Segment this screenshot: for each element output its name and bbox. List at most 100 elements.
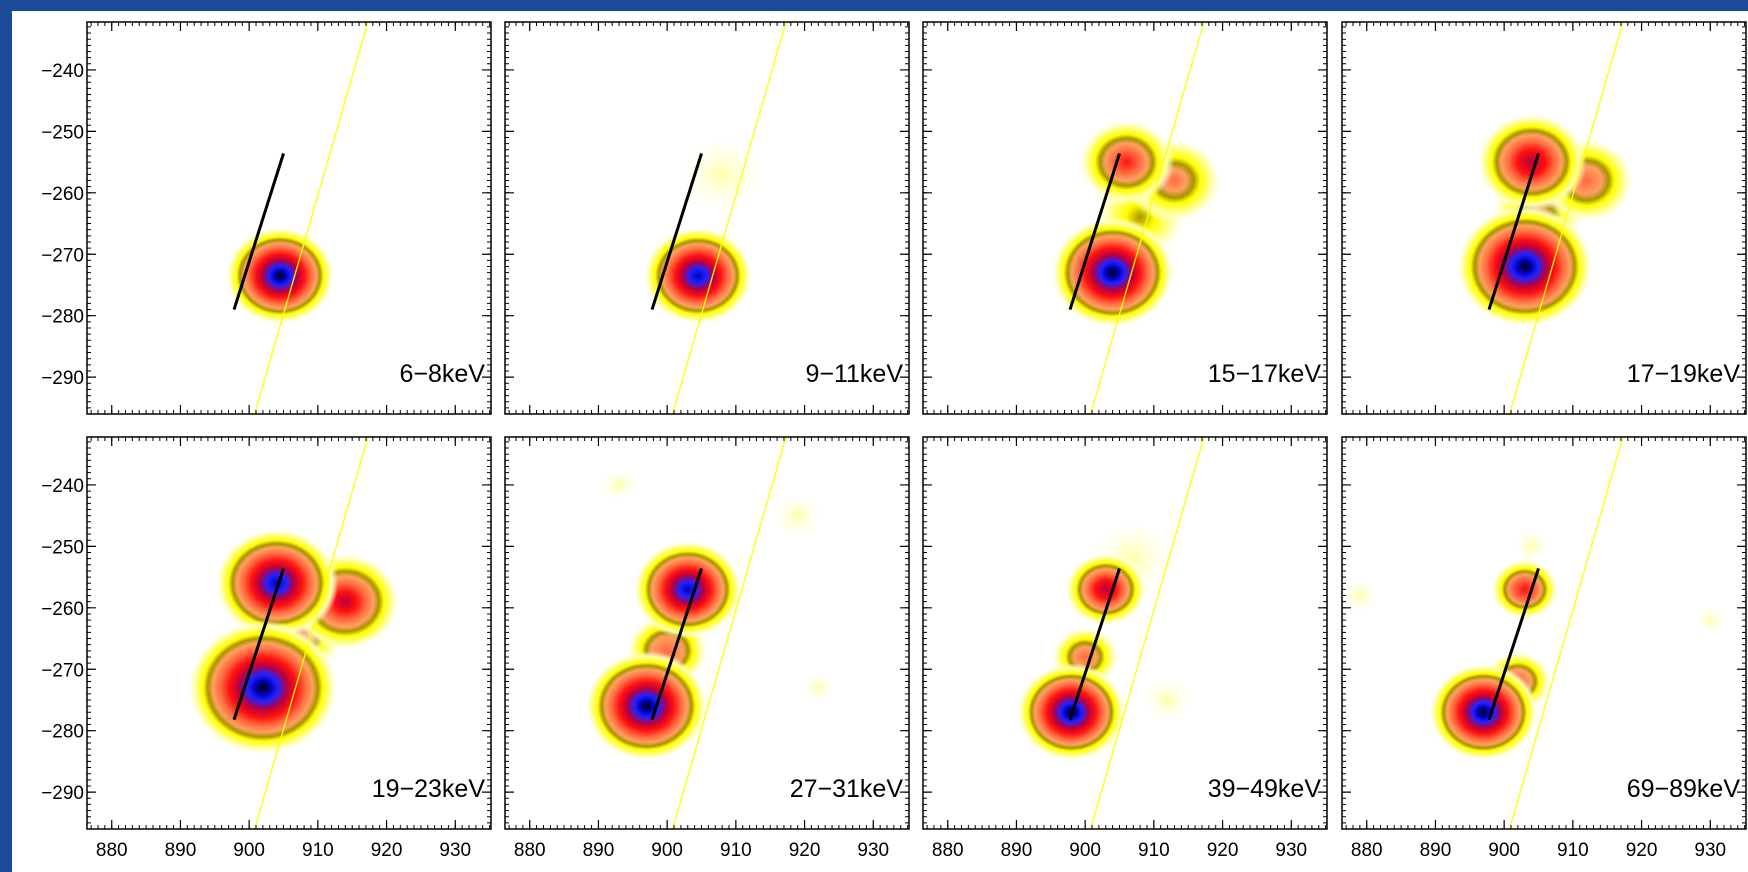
- x-tick-label: 930: [439, 840, 471, 861]
- loop-line: [232, 568, 285, 721]
- source: [1342, 577, 1381, 614]
- limb-line: [254, 437, 369, 829]
- x-tick-label: 890: [583, 840, 615, 861]
- source: [643, 226, 754, 325]
- y-tick-label: −250: [41, 537, 84, 558]
- x-tick-label: 930: [1694, 840, 1726, 861]
- limb-line: [1090, 22, 1205, 414]
- panel: 15−17keV: [922, 21, 1328, 415]
- x-tick-label: 910: [720, 840, 752, 861]
- x-tick-label: 900: [233, 840, 265, 861]
- energy-label: 69−89keV: [1627, 775, 1741, 803]
- loop-line: [650, 568, 703, 721]
- y-tick-label: −290: [41, 783, 84, 804]
- frame: [1341, 21, 1747, 415]
- frame: [504, 436, 910, 830]
- panel: 880 890 900 910 920 930 27−31keV: [504, 436, 910, 861]
- panel: −240 −250 −260 −270 −280 −290 6−8keV: [41, 21, 492, 415]
- source: [674, 131, 771, 218]
- plot-area: [1050, 22, 1223, 414]
- source: [584, 650, 709, 762]
- frame: [86, 21, 492, 415]
- source: [1064, 552, 1147, 627]
- loop-line: [650, 153, 703, 311]
- energy-label: 15−17keV: [1208, 360, 1322, 388]
- energy-label: 9−11keV: [805, 360, 903, 388]
- source: [598, 466, 640, 504]
- source: [1050, 217, 1175, 328]
- x-tick-label: 890: [165, 840, 197, 861]
- x-tick-label: 900: [651, 840, 683, 861]
- y-tick-label: −240: [41, 476, 84, 497]
- panel: 17−19keV: [1341, 21, 1747, 415]
- limb-line: [1509, 437, 1624, 829]
- x-tick-label: 930: [1275, 840, 1307, 861]
- x-tick-label: 890: [1420, 840, 1452, 861]
- x-tick-label: 920: [371, 840, 403, 861]
- source: [770, 491, 826, 541]
- panel: 880 890 900 910 920 930 39−49keV: [922, 436, 1328, 861]
- x-tick-label: 910: [1557, 840, 1589, 861]
- y-tick-label: −280: [41, 722, 84, 743]
- y-tick-label: −260: [41, 184, 84, 205]
- frame: [1341, 436, 1747, 830]
- frame: [86, 436, 492, 830]
- source: [1140, 675, 1196, 725]
- frame: [504, 21, 910, 415]
- y-tick-label: −270: [41, 245, 84, 266]
- plot-area: [225, 22, 369, 414]
- source: [214, 527, 339, 639]
- energy-label: 27−31keV: [790, 775, 904, 803]
- x-tick-label: 890: [1001, 840, 1033, 861]
- loop-line: [1487, 153, 1540, 311]
- y-tick-label: −270: [41, 660, 84, 681]
- x-tick-label: 910: [302, 840, 334, 861]
- plot-area: [643, 22, 787, 414]
- x-tick-label: 880: [514, 840, 546, 861]
- source: [1511, 527, 1553, 565]
- plot-area: [1342, 437, 1728, 829]
- loop-line: [1068, 568, 1121, 721]
- panel: 880 890 900 910 920 930 −240 −250 −260 −270 −280 −2…: [41, 436, 492, 861]
- x-tick-label: 920: [789, 840, 821, 861]
- limb-line: [672, 437, 787, 829]
- source: [1476, 112, 1587, 212]
- energy-label: 39−49keV: [1208, 775, 1322, 803]
- plot-area: [187, 437, 401, 829]
- limb-line: [1509, 22, 1624, 414]
- x-tick-label: 880: [96, 840, 128, 861]
- y-tick-label: −260: [41, 599, 84, 620]
- panel: 9−11keV: [504, 21, 910, 415]
- energy-label: 6−8keV: [400, 360, 486, 388]
- source: [1428, 663, 1539, 762]
- loop-line: [232, 153, 285, 311]
- y-tick-label: −290: [41, 368, 84, 389]
- limb-line: [1090, 437, 1205, 829]
- y-tick-label: −250: [41, 122, 84, 143]
- source: [1456, 205, 1594, 328]
- x-tick-label: 880: [932, 840, 964, 861]
- x-tick-label: 930: [857, 840, 889, 861]
- source: [1693, 604, 1728, 636]
- x-tick-label: 910: [1138, 840, 1170, 861]
- x-tick-label: 900: [1069, 840, 1101, 861]
- source: [187, 620, 339, 756]
- source: [632, 540, 743, 639]
- frame: [922, 21, 1328, 415]
- plot-area: [1456, 22, 1635, 414]
- plot-area: [584, 437, 836, 829]
- x-tick-label: 900: [1488, 840, 1520, 861]
- plot-area: [1016, 437, 1205, 829]
- source: [225, 226, 336, 325]
- source: [801, 672, 836, 704]
- source: [1490, 558, 1560, 621]
- energy-label: 19−23keV: [372, 775, 486, 803]
- x-tick-label: 880: [1351, 840, 1383, 861]
- limb-line: [254, 22, 369, 414]
- frame: [922, 436, 1328, 830]
- limb-line: [672, 22, 787, 414]
- y-tick-label: −240: [41, 61, 84, 82]
- loop-line: [1068, 153, 1121, 311]
